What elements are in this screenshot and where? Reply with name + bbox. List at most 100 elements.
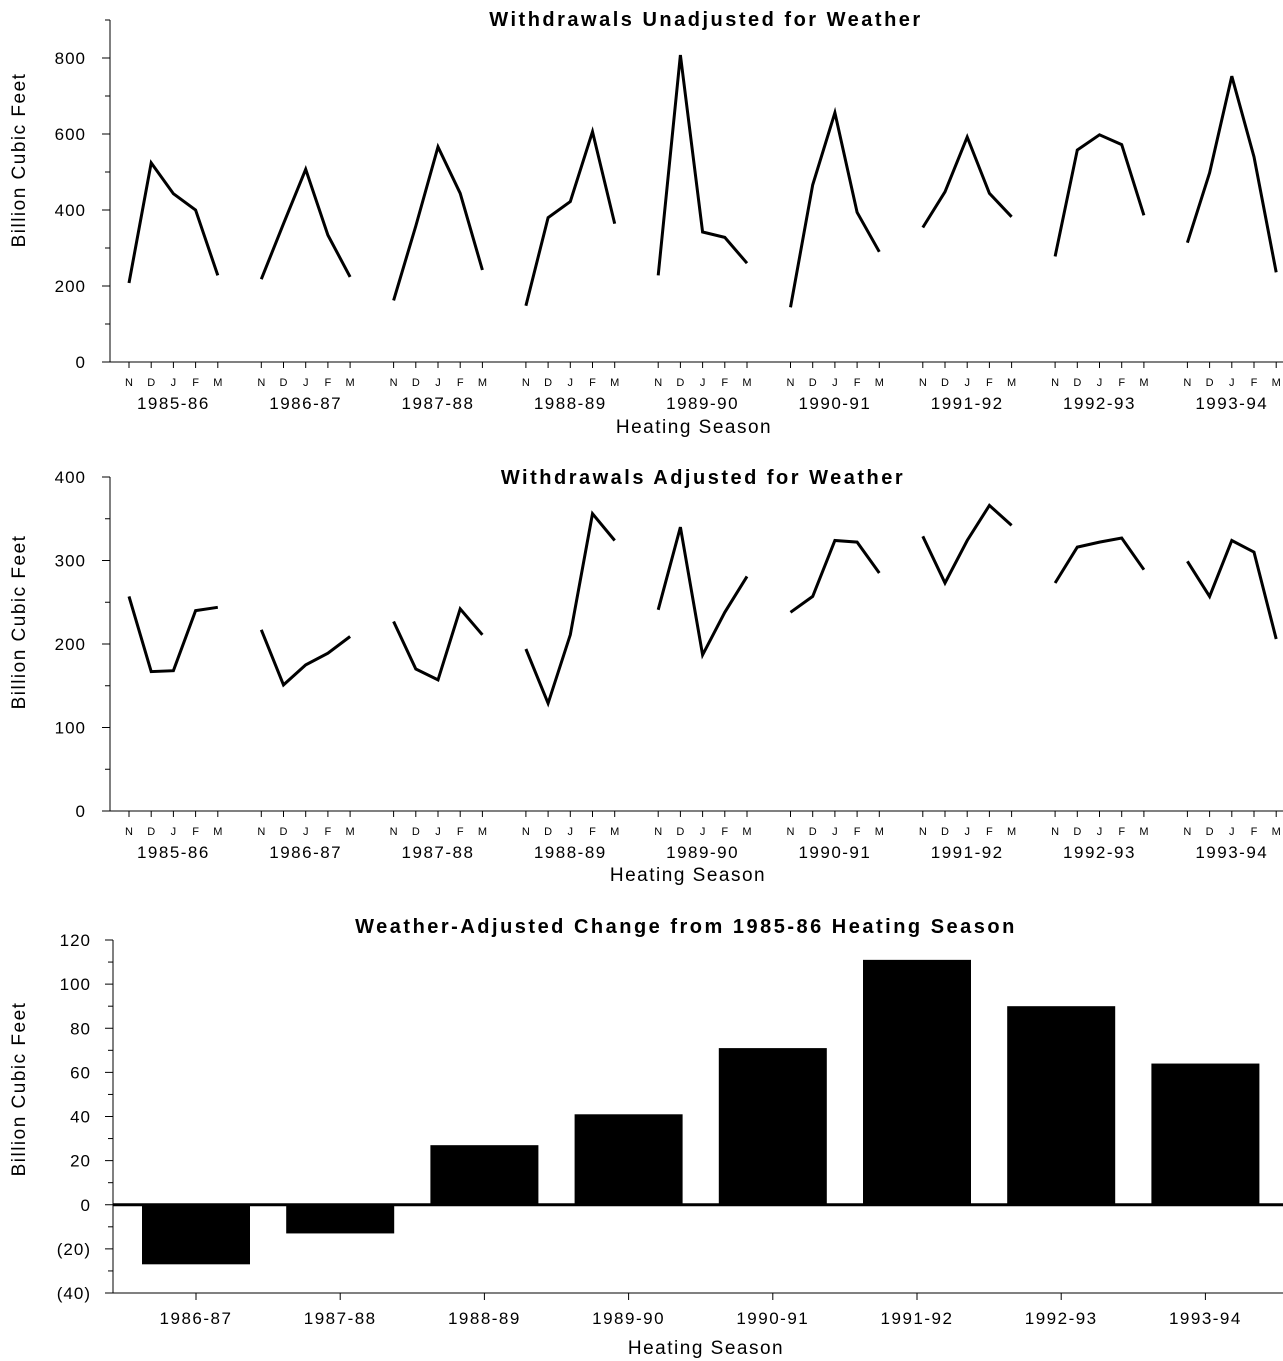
month-tick-label: N: [1051, 377, 1059, 389]
season-line-1992-93: [1053, 536, 1146, 584]
month-tick-label: D: [1206, 377, 1214, 389]
season-line-1992-93: [1053, 133, 1146, 257]
y-tick-label: 60: [70, 1063, 91, 1082]
month-tick-label: D: [412, 377, 420, 389]
season-tick-label: 1985-86: [137, 843, 210, 862]
y-tick-label: 400: [55, 468, 86, 487]
season-line-1987-88: [392, 142, 484, 301]
season-tick-label: 1993-94: [1195, 843, 1268, 862]
y-tick-label: 0: [81, 1196, 91, 1215]
y-axis-label: Billion Cubic Feet: [9, 73, 30, 248]
season-line-1988-89: [524, 510, 616, 708]
x-axis-label: Heating Season: [610, 865, 766, 886]
y-tick-label: 120: [60, 931, 91, 950]
month-tick-label: D: [544, 826, 552, 838]
season-tick-label: 1993-94: [1195, 394, 1268, 413]
month-tick-label: D: [941, 826, 949, 838]
month-tick-label: M: [213, 377, 222, 389]
y-tick-label: (20): [57, 1240, 91, 1259]
month-tick-label: D: [676, 377, 684, 389]
bar-1992-93: [1007, 1006, 1116, 1205]
season-tick-label: 1992-93: [1063, 394, 1136, 413]
month-tick-label: J: [700, 826, 706, 838]
season-tick-label: 1991-92: [931, 394, 1004, 413]
month-tick-label: D: [809, 826, 817, 838]
category-tick-label: 1989-90: [592, 1309, 665, 1328]
y-tick-label: 200: [55, 635, 86, 654]
month-tick-label: J: [1097, 377, 1103, 389]
category-tick-label: 1991-92: [881, 1309, 954, 1328]
month-tick-label: N: [522, 377, 530, 389]
chart-title: Weather-Adjusted Change from 1985-86 Hea…: [355, 916, 1017, 938]
season-tick-label: 1987-88: [402, 394, 475, 413]
season-line-1985-86: [127, 595, 219, 674]
bar-1987-88: [286, 1204, 395, 1234]
season-tick-label: 1992-93: [1063, 843, 1136, 862]
season-line-1986-87: [259, 629, 352, 688]
y-axis-label: Billion Cubic Feet: [9, 1002, 30, 1177]
weather-adjusted-change-chart: Weather-Adjusted Change from 1985-86 Hea…: [9, 916, 1283, 1359]
y-tick-label: (40): [57, 1284, 91, 1303]
month-tick-label: N: [654, 377, 662, 389]
season-line-1987-88: [392, 605, 484, 683]
y-axis-label: Billion Cubic Feet: [9, 535, 30, 710]
month-tick-label: N: [125, 826, 133, 838]
month-tick-label: N: [1051, 826, 1059, 838]
month-tick-label: N: [257, 377, 265, 389]
month-tick-label: J: [171, 377, 177, 389]
month-tick-label: J: [1097, 826, 1103, 838]
y-tick-label: 40: [70, 1108, 91, 1127]
month-tick-label: F: [325, 826, 332, 838]
month-tick-label: F: [325, 377, 332, 389]
x-axis-label: Heating Season: [628, 1338, 784, 1359]
season-line-1989-90: [656, 54, 749, 276]
category-tick-label: 1993-94: [1169, 1309, 1242, 1328]
season-line-1989-90: [656, 526, 749, 660]
season-tick-label: 1988-89: [534, 843, 607, 862]
month-tick-label: D: [809, 377, 817, 389]
month-tick-label: M: [875, 826, 884, 838]
season-tick-label: 1987-88: [402, 843, 475, 862]
bar-1988-89: [430, 1145, 539, 1205]
chart-title: Withdrawals Adjusted for Weather: [501, 467, 905, 489]
month-tick-label: M: [610, 377, 619, 389]
category-tick-label: 1992-93: [1025, 1309, 1098, 1328]
season-line-1993-94: [1186, 538, 1278, 640]
category-tick-label: 1986-87: [160, 1309, 233, 1328]
month-tick-label: J: [1229, 377, 1235, 389]
month-tick-label: F: [457, 377, 464, 389]
bar-1991-92: [863, 959, 971, 1205]
adjusted-withdrawals-chart: Withdrawals Adjusted for Weather Billion…: [9, 467, 1283, 886]
month-tick-label: D: [412, 826, 420, 838]
month-tick-label: J: [303, 377, 309, 389]
month-tick-label: D: [544, 377, 552, 389]
y-tick-label: 600: [55, 125, 86, 144]
month-tick-label: M: [610, 826, 619, 838]
month-tick-label: M: [742, 826, 751, 838]
month-tick-label: N: [1183, 826, 1191, 838]
bar-1990-91: [718, 1048, 827, 1205]
month-tick-label: F: [721, 377, 728, 389]
month-tick-label: D: [941, 377, 949, 389]
season-line-1990-91: [789, 106, 881, 308]
month-tick-label: F: [589, 826, 596, 838]
season-line-1991-92: [921, 503, 1013, 587]
season-tick-label: 1988-89: [534, 394, 607, 413]
y-tick-label: 100: [60, 975, 91, 994]
y-tick-label: 300: [55, 552, 86, 571]
month-tick-label: J: [568, 826, 574, 838]
y-tick-label: 0: [76, 353, 86, 372]
month-tick-label: D: [1073, 377, 1081, 389]
month-tick-label: D: [147, 826, 155, 838]
y-tick-label: 100: [55, 719, 86, 738]
x-axis-label: Heating Season: [616, 417, 772, 438]
season-tick-label: 1986-87: [269, 843, 342, 862]
y-tick-label: 80: [70, 1019, 91, 1038]
month-tick-label: F: [1118, 826, 1125, 838]
y-tick-label: 200: [55, 277, 86, 296]
month-tick-label: J: [1229, 826, 1235, 838]
month-tick-label: F: [1251, 826, 1258, 838]
category-tick-label: 1990-91: [736, 1309, 809, 1328]
season-tick-label: 1991-92: [931, 843, 1004, 862]
